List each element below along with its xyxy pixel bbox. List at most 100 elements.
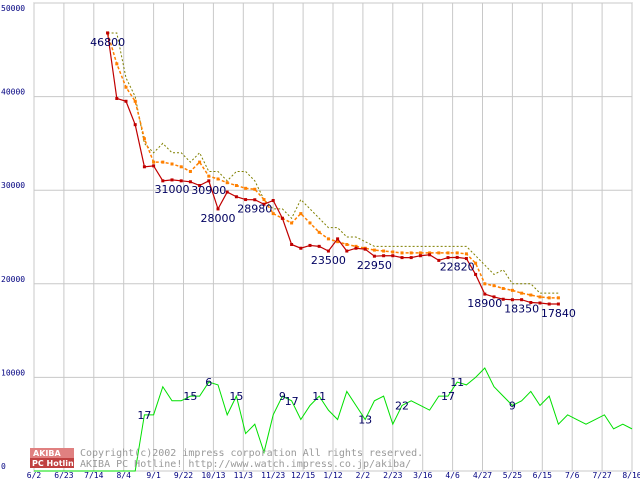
- price-data-label: 18350: [504, 303, 539, 316]
- price-data-label: 23500: [311, 254, 346, 267]
- data-point-price_low: [382, 254, 386, 258]
- x-tick-label: 10/13: [201, 471, 225, 480]
- data-point-price_average: [308, 221, 312, 225]
- x-tick-label: 11/3: [234, 471, 253, 480]
- data-point-price_average: [142, 137, 146, 141]
- x-tick-label: 4/6: [445, 471, 460, 480]
- copyright-text: Copyright(c)2002 impress corporation All…: [80, 448, 423, 459]
- x-tick-label: 9/1: [146, 471, 161, 480]
- data-point-price_low: [474, 272, 478, 276]
- data-point-price_low: [391, 254, 395, 258]
- data-point-price_low: [234, 195, 238, 199]
- data-point-price_average: [418, 251, 422, 255]
- data-point-price_average: [400, 251, 404, 255]
- count-data-label: 9: [509, 399, 516, 412]
- count-data-label: 17: [441, 390, 455, 403]
- data-point-price_average: [455, 251, 459, 255]
- data-point-price_low: [437, 258, 441, 262]
- x-tick-label: 7/6: [565, 471, 580, 480]
- data-point-price_average: [529, 293, 533, 297]
- data-point-price_average: [290, 221, 294, 225]
- footer-logo: AKIBA PC Hotline!: [30, 448, 83, 468]
- data-point-price_average: [437, 251, 441, 255]
- data-point-price_low: [363, 247, 367, 251]
- y-tick-label: 20000: [1, 275, 25, 284]
- data-point-price_average: [225, 181, 229, 185]
- data-point-price_average: [336, 240, 340, 244]
- logo-top-text: AKIBA: [33, 449, 61, 458]
- data-point-price_average: [428, 251, 432, 255]
- data-point-price_low: [326, 249, 330, 253]
- price-data-label: 22950: [357, 259, 392, 272]
- count-data-label: 17: [285, 395, 299, 408]
- data-point-price_low: [308, 243, 312, 247]
- x-tick-label: 2/23: [383, 471, 402, 480]
- count-data-label: 9: [279, 390, 286, 403]
- data-point-price_low: [290, 242, 294, 246]
- data-point-price_average: [520, 291, 524, 295]
- data-point-price_low: [345, 249, 349, 253]
- x-tick-label: 3/16: [413, 471, 432, 480]
- data-point-price_average: [372, 248, 376, 252]
- data-point-price_average: [391, 250, 395, 254]
- chart-grid: [33, 2, 633, 472]
- data-point-price_low: [464, 257, 468, 261]
- count-data-label: 15: [183, 390, 197, 403]
- data-point-price_average: [556, 296, 560, 300]
- data-point-price_average: [161, 160, 165, 164]
- data-point-price_low: [179, 179, 183, 183]
- series-line-price_high: [107, 32, 559, 294]
- y-tick-label: 40000: [1, 88, 25, 97]
- data-point-price_average: [474, 261, 478, 265]
- y-tick-label: 50000: [1, 4, 25, 13]
- data-point-price_average: [244, 186, 248, 190]
- count-data-label: 11: [450, 376, 464, 389]
- data-point-price_average: [317, 230, 321, 234]
- data-point-price_low: [216, 207, 220, 211]
- data-point-price_low: [152, 164, 156, 168]
- data-point-price_average: [446, 251, 450, 255]
- data-point-price_low: [455, 255, 459, 259]
- chart-ticks: 6/2 6/23 7/14 8/4 9/1 9/22 10/13 11/3 11/23 12/15…: [1, 4, 640, 480]
- data-point-price_low: [106, 31, 110, 35]
- count-data-label: 15: [229, 390, 243, 403]
- data-point-price_low: [262, 202, 266, 206]
- data-point-price_low: [133, 123, 137, 127]
- data-point-price_low: [207, 179, 211, 183]
- y-tick-label: 0: [1, 462, 6, 471]
- data-point-price_low: [520, 298, 524, 302]
- data-point-price_low: [492, 295, 496, 299]
- data-point-price_low: [198, 184, 202, 188]
- x-tick-label: 12/15: [291, 471, 315, 480]
- data-point-price_low: [280, 216, 284, 220]
- x-tick-label: 6/23: [54, 471, 73, 480]
- x-tick-label: 8/16: [622, 471, 640, 480]
- count-data-label: 13: [358, 414, 372, 427]
- y-tick-label: 10000: [1, 368, 25, 377]
- x-tick-label: 8/4: [116, 471, 131, 480]
- data-point-price_average: [198, 160, 202, 164]
- data-point-price_average: [179, 165, 183, 169]
- data-point-price_average: [345, 242, 349, 246]
- y-tick-label: 30000: [1, 181, 25, 190]
- x-tick-label: 9/22: [174, 471, 193, 480]
- data-point-price_low: [124, 99, 128, 103]
- data-point-price_average: [326, 237, 330, 241]
- data-point-price_average: [492, 284, 496, 288]
- data-point-price_low: [483, 292, 487, 296]
- data-point-price_low: [253, 198, 257, 202]
- x-tick-label: 5/25: [503, 471, 522, 480]
- count-data-label: 22: [395, 399, 409, 412]
- price-data-label: 17840: [541, 307, 576, 320]
- data-point-price_average: [133, 99, 137, 103]
- data-point-price_low: [409, 256, 413, 260]
- data-point-price_average: [501, 286, 505, 290]
- data-point-price_average: [483, 282, 487, 286]
- data-point-price_average: [299, 212, 303, 216]
- price-data-label: 28000: [201, 212, 236, 225]
- x-tick-label: 4/27: [473, 471, 492, 480]
- data-point-price_low: [354, 246, 358, 250]
- data-point-price_low: [538, 301, 542, 305]
